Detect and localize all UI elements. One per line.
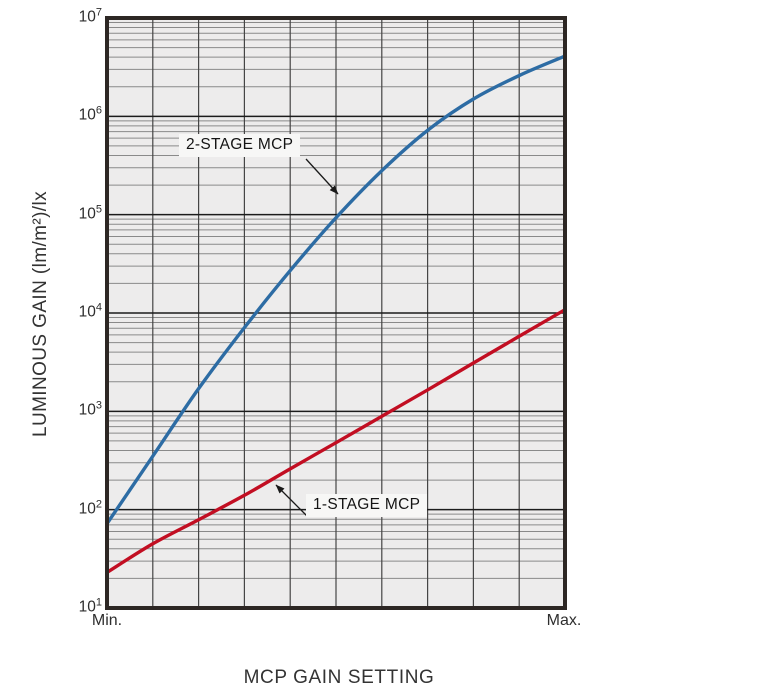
curves	[107, 54, 565, 574]
y-tick-label-10e7: 107	[78, 6, 102, 26]
y-tick-label-10e2: 102	[78, 498, 102, 518]
curve-2-stage-mcp	[107, 54, 565, 525]
y-tick-label-10e1: 101	[78, 596, 102, 616]
x-tick-min: Min.	[91, 612, 123, 629]
y-tick-label-10e3: 103	[78, 399, 102, 419]
y-tick-label-10e6: 106	[78, 104, 102, 124]
x-tick-max: Max.	[546, 612, 582, 629]
y-tick-label-10e4: 104	[78, 301, 102, 321]
series-label-1-stage-mcp: 1-STAGE MCP	[306, 494, 428, 517]
plot-frame	[105, 16, 567, 610]
series-label-2-stage-mcp: 2-STAGE MCP	[179, 134, 301, 157]
curve-1-stage-mcp	[107, 308, 565, 574]
arrow-to-1-stage-curve	[275, 484, 308, 517]
arrow-to-2-stage-curve	[305, 158, 339, 195]
y-tick-label-10e5: 105	[78, 203, 102, 223]
x-axis-title: MCP GAIN SETTING	[243, 667, 435, 688]
y-axis-title: LUMINOUS GAIN (lm/m²)/lx	[30, 190, 51, 438]
annotation-arrows	[275, 158, 339, 517]
